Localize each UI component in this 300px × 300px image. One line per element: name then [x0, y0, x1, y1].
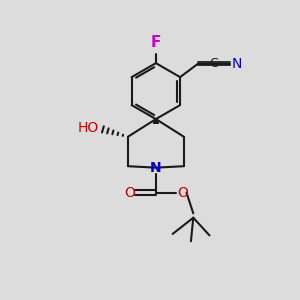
Text: O: O	[178, 186, 188, 200]
Text: HO: HO	[77, 121, 98, 135]
Polygon shape	[153, 119, 158, 123]
Text: N: N	[150, 161, 162, 175]
Text: O: O	[124, 186, 135, 200]
Text: C: C	[209, 57, 218, 70]
Text: N: N	[232, 57, 242, 71]
Text: F: F	[151, 35, 161, 50]
